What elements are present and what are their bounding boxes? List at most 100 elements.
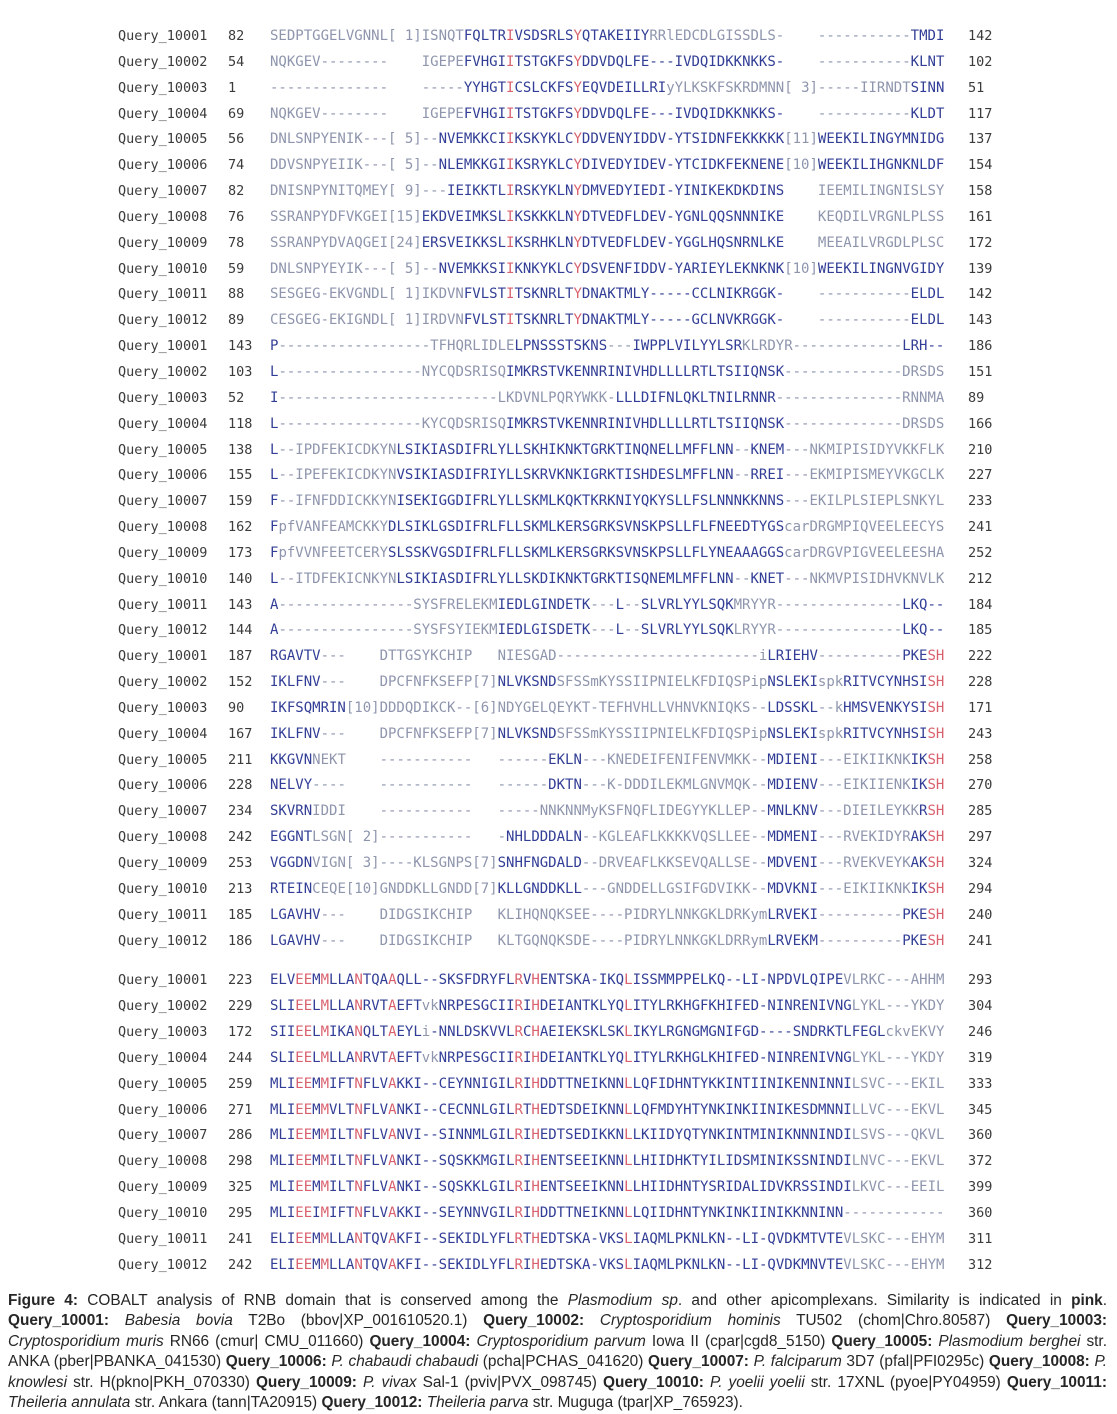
start-position: 167 <box>228 722 270 748</box>
caption-text: str. Ankara (tann|TA20915) <box>130 1394 321 1411</box>
conserved-residues: L <box>624 1127 632 1143</box>
aligned-residues: IEDLGISDETK <box>498 622 591 638</box>
conserved-residues: N <box>354 1076 362 1092</box>
aligned-residues: LRH-- <box>902 338 944 354</box>
aligned-residues: DDVENYIDDV-YTSIDNFEKKKKK <box>582 131 784 147</box>
conserved-residues: Y <box>573 157 581 173</box>
unaligned-residues: --ITDFEKICNKYN <box>278 571 396 587</box>
caption-italic-text: Theileria annulata <box>8 1394 130 1411</box>
caption-text: . and other apicomplexans. Similarity is… <box>678 1292 1071 1309</box>
caption-text: . <box>1103 1292 1107 1309</box>
conserved-residues: M <box>321 1153 329 1169</box>
aligned-residues: ISEKIGGDIFRLYLLSKMLKQKTKRKNIYQKYSLLFSLNN… <box>396 493 784 509</box>
conserved-residues: A <box>388 1102 396 1118</box>
conserved-residues: R <box>515 1050 523 1066</box>
unaligned-residues: VLSKC---EHYM <box>843 1231 944 1247</box>
caption-bold-text: Query_10001: <box>8 1312 125 1329</box>
caption-bold-text: pink <box>1071 1292 1103 1309</box>
unaligned-residues: ----------------SYSFSYIEKM <box>278 622 497 638</box>
conserved-residues: H <box>531 1153 539 1169</box>
query-id: Query_10007 <box>118 799 228 825</box>
aligned-residues: MLI <box>270 1179 295 1195</box>
end-position: 324 <box>968 851 992 877</box>
end-position: 139 <box>968 257 992 283</box>
conserved-residues: N <box>354 1153 362 1169</box>
aligned-residues: LLA <box>329 998 354 1014</box>
aligned-residues: NKI--SQSKKMGIL <box>397 1153 515 1169</box>
aligned-residues: WEEKILINGNVGIDY <box>818 261 944 277</box>
aligned-residues: IMKRSTVKENNRINIVHDLLLLRTLTSIIQNSK <box>506 364 784 380</box>
sequence-text: SESGEG-EKVGNDL[ 1]IKDVNFVLSTITSKNRLTYDNA… <box>270 282 946 308</box>
aligned-residues: MLI <box>270 1205 295 1221</box>
aligned-residues: NHLDDDALN <box>506 829 582 845</box>
unaligned-residues: ----------- <box>784 54 910 70</box>
sequence-text: MLIEEMMILTNFLVANVI--SINNMLGILRIHEDTSEDIK… <box>270 1123 946 1149</box>
aligned-residues: NSLEKI <box>767 674 818 690</box>
aligned-residues: PKE <box>902 907 927 923</box>
unaligned-residues: SEDPTGGELVGNNL[ 1]ISNQT <box>270 28 464 44</box>
unaligned-residues: MRYYR--------------- <box>734 597 903 613</box>
conserved-residues: L <box>624 1076 632 1092</box>
unaligned-residues: [10] <box>784 157 818 173</box>
unaligned-residues: --------------DRSDS <box>784 416 944 432</box>
aligned-residues: NLVKSND <box>498 674 557 690</box>
end-position: 304 <box>968 994 992 1020</box>
unaligned-residues: ---- ----------- ------ <box>312 777 548 793</box>
start-position: 211 <box>228 748 270 774</box>
unaligned-residues: -- <box>734 571 751 587</box>
aligned-residues: DKTN <box>548 777 582 793</box>
caption-text: Sal-1 (pviv|PVX_098745) <box>417 1374 603 1391</box>
start-position: 76 <box>228 205 270 231</box>
end-position: 360 <box>968 1123 992 1149</box>
unaligned-residues: LYKL---YKDY <box>852 1050 945 1066</box>
aligned-residues: ENTSEEIKNN <box>540 1153 624 1169</box>
conserved-residues: L <box>624 972 632 988</box>
aligned-residues: IKFSQMRIN <box>270 700 346 716</box>
unaligned-residues: NQKGEV-------- IGEPE <box>270 54 464 70</box>
figure-caption: Figure 4: COBALT analysis of RNB domain … <box>8 1291 1107 1414</box>
aligned-residues: MDVENI <box>767 855 818 871</box>
aligned-residues: EDTSKA-VKS <box>540 1231 624 1247</box>
aligned-residues: L <box>616 622 624 638</box>
start-position: 229 <box>228 994 270 1020</box>
end-position: 319 <box>968 1046 992 1072</box>
conserved-residues: H <box>531 1179 539 1195</box>
start-position: 69 <box>228 102 270 128</box>
conserved-residues: SH <box>927 648 944 664</box>
query-id: Query_10012 <box>118 308 228 334</box>
aligned-residues: ISSMMPPELKQ--LI-NPDVLQIPE <box>633 972 844 988</box>
aligned-residues: IK <box>911 881 928 897</box>
start-position: 54 <box>228 50 270 76</box>
aligned-residues: DDTTNEIKNN <box>540 1205 624 1221</box>
caption-text: T2Bo (bbov|XP_001610520.1) <box>233 1312 483 1329</box>
aligned-residues: KNKYKLC <box>514 261 573 277</box>
conserved-residues: A <box>388 1050 396 1066</box>
unaligned-residues: --DRVEAFLKKSEVQALLSE-- <box>582 855 767 871</box>
aligned-residues: TQV <box>363 1257 388 1273</box>
end-position: 246 <box>968 1020 992 1046</box>
query-id: Query_10008 <box>118 515 228 541</box>
aligned-residues: M <box>312 972 320 988</box>
sequence-text: DNLSNPYEYIK---[ 5]--NVEMKKSIIKNKYKLCYDSV… <box>270 257 946 283</box>
start-position: 89 <box>228 308 270 334</box>
aligned-residues: FLV <box>363 1205 388 1221</box>
aligned-residues: -NNLDSKVVL <box>430 1024 514 1040</box>
query-id: Query_10011 <box>118 903 228 929</box>
unaligned-residues: -- <box>624 622 641 638</box>
conserved-residues: L <box>624 1205 632 1221</box>
aligned-residues: KSKYKLC <box>514 131 573 147</box>
aligned-residues: FVLST <box>464 286 506 302</box>
aligned-residues: NELVY <box>270 777 312 793</box>
query-id: Query_10009 <box>118 851 228 877</box>
start-position: 253 <box>228 851 270 877</box>
aligned-residues: KFI--SEKIDLYFL <box>397 1257 515 1273</box>
aligned-residues: KNET <box>750 571 784 587</box>
conserved-residues: M <box>321 1076 329 1092</box>
conserved-residues: EE <box>295 1231 312 1247</box>
aligned-residues: TSTGKFS <box>514 106 573 122</box>
sequence-text: EGGNTLSGN[ 2]----------- -NHLDDDALN--KGL… <box>270 825 946 851</box>
